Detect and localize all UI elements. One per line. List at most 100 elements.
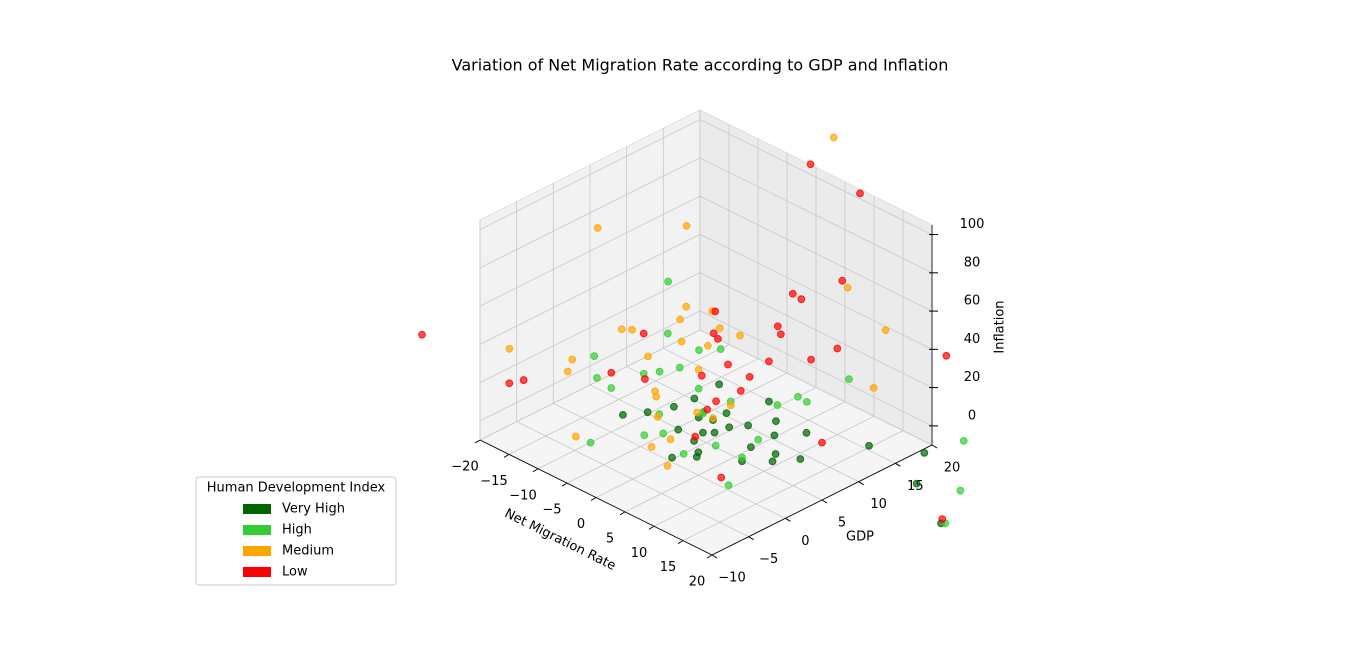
y-tick [858,481,864,486]
point [724,481,733,490]
point [746,443,755,452]
point [641,375,649,383]
point [912,479,921,488]
y-tick [711,554,718,559]
z-tick-label: 20 [964,370,981,385]
point [794,392,802,401]
z-tick-label: 0 [968,408,976,423]
point [519,376,528,384]
point [845,375,853,384]
grid-line [516,421,749,538]
x-tick [561,482,568,487]
point [694,384,703,393]
point [710,428,719,437]
z-tick-label: 60 [964,294,981,309]
point [833,344,842,353]
point [695,346,703,355]
x-tick [648,525,655,530]
point [617,325,626,334]
point [711,441,720,450]
point [643,408,652,417]
point [593,373,601,382]
point [628,325,637,334]
grid-line [479,233,701,345]
x-tick-label: −10 [509,488,536,503]
point [726,401,735,410]
point [703,341,712,350]
point [703,405,712,414]
point [724,360,732,369]
x-tick [619,511,626,516]
point [856,189,864,198]
point [682,222,691,230]
point [773,322,782,331]
legend-label: Very High [282,502,345,517]
point [505,379,514,388]
point [655,367,664,376]
grid-line [479,272,701,383]
point [619,410,627,419]
point [768,457,777,466]
point [653,412,662,421]
point [676,315,684,324]
point [647,442,656,451]
point [674,425,683,434]
point [754,435,763,444]
point [505,344,514,353]
point [692,452,701,461]
y-axis-label: GDP [846,530,874,545]
point [956,486,965,495]
point [744,421,753,430]
point [663,329,672,338]
legend-swatch [243,546,271,556]
point [659,429,668,438]
x-tick [677,540,684,545]
legend-label: Medium [282,544,334,559]
x-tick-label: 5 [606,531,614,546]
legend-title: Human Development Index [207,481,386,496]
x-tick-label: −5 [542,503,561,518]
point [644,352,652,361]
point [717,473,726,482]
point [693,408,702,417]
x-tick [706,554,713,559]
point [679,449,688,458]
point [675,363,684,372]
chart-title: Variation of Net Migration Rate accordin… [452,56,949,75]
grid-line [589,384,823,501]
point [776,330,785,339]
x-tick-label: 10 [631,546,648,561]
point [920,448,929,457]
x-tick [590,497,597,501]
point [666,435,675,444]
point [652,392,661,401]
x-tick-label: 0 [577,517,585,532]
point [818,438,826,447]
point [829,133,838,142]
z-tick-label: 100 [960,217,985,232]
y-axis-line [711,444,933,556]
grid-line [699,233,933,350]
point [709,329,718,338]
point [697,371,706,380]
legend-swatch [243,567,271,577]
point [865,441,873,450]
point [796,455,805,463]
y-tick [821,499,828,504]
legend-label: High [282,523,312,538]
y-tick [785,517,791,522]
point [797,295,806,304]
z-tick-label: 80 [964,255,981,270]
point [715,324,724,333]
y-tick [748,536,754,541]
point [738,453,746,462]
point [745,372,754,381]
point [938,515,947,523]
x-tick-label: −20 [451,460,478,475]
x-axis-line [479,439,713,556]
legend-swatch [243,504,271,514]
y-tick-label: −10 [718,571,745,586]
point [664,277,673,286]
grid-line [699,157,933,274]
point [418,330,426,339]
